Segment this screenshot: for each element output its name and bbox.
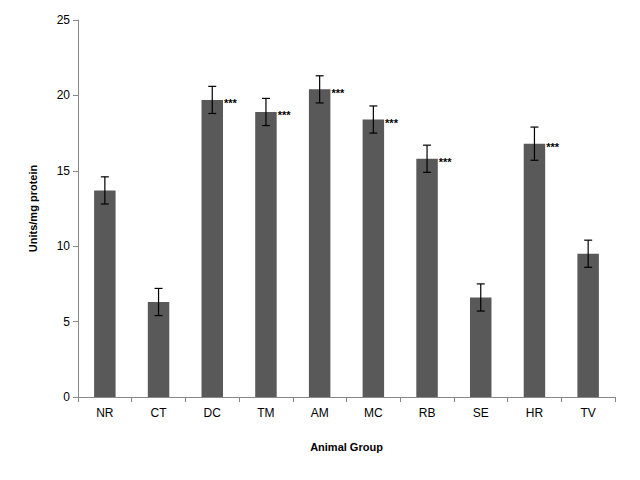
svg-text:AM: AM xyxy=(311,406,329,420)
svg-text:***: *** xyxy=(278,109,292,121)
svg-text:***: *** xyxy=(331,87,345,99)
svg-text:***: *** xyxy=(439,156,453,168)
svg-text:15: 15 xyxy=(57,164,71,178)
svg-text:TV: TV xyxy=(580,406,595,420)
svg-text:RB: RB xyxy=(419,406,436,420)
svg-text:Animal Group: Animal Group xyxy=(310,441,383,453)
svg-text:HR: HR xyxy=(526,406,544,420)
svg-text:0: 0 xyxy=(63,390,70,404)
svg-text:***: *** xyxy=(546,141,560,153)
svg-text:5: 5 xyxy=(63,315,70,329)
svg-text:***: *** xyxy=(224,97,238,109)
svg-text:20: 20 xyxy=(57,88,71,102)
svg-text:MC: MC xyxy=(364,406,383,420)
svg-text:TM: TM xyxy=(257,406,274,420)
svg-text:DC: DC xyxy=(204,406,222,420)
svg-text:Units/mg protein: Units/mg protein xyxy=(27,165,39,253)
svg-text:25: 25 xyxy=(57,13,71,27)
svg-text:NR: NR xyxy=(96,406,114,420)
svg-text:SE: SE xyxy=(473,406,489,420)
svg-text:***: *** xyxy=(385,117,399,129)
svg-text:10: 10 xyxy=(57,239,71,253)
svg-text:CT: CT xyxy=(151,406,168,420)
